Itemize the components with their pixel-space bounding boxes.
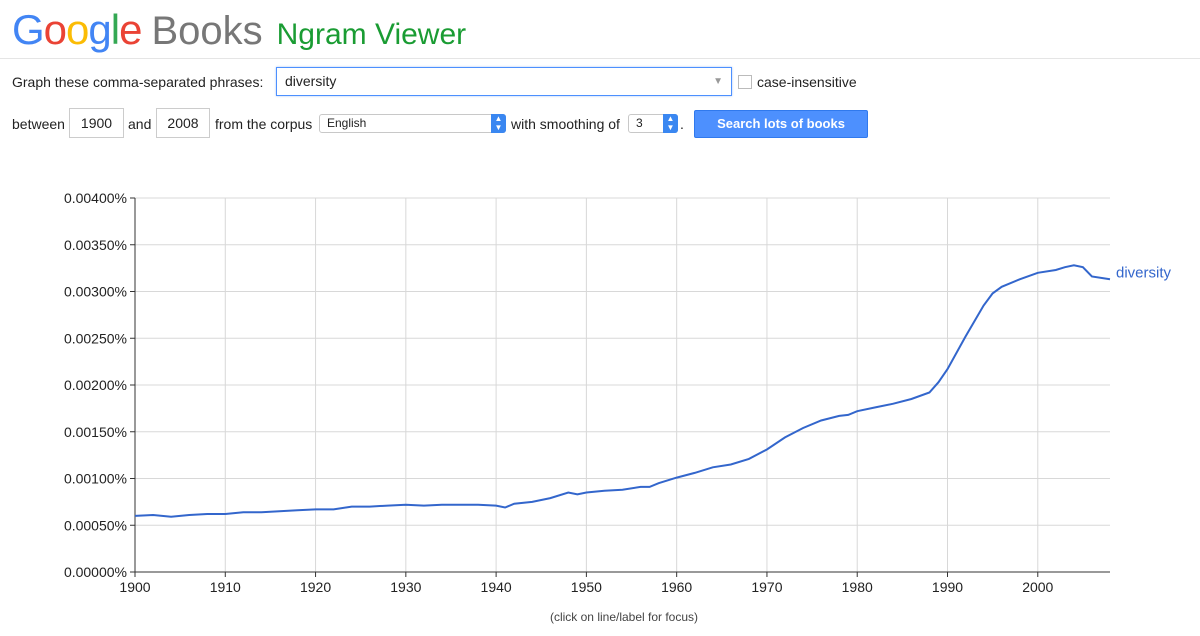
logo-letter: G xyxy=(12,6,45,53)
logo-letter: e xyxy=(119,6,142,53)
x-tick-label: 1940 xyxy=(481,579,512,595)
case-insensitive-checkbox[interactable] xyxy=(738,75,752,89)
corpus-select-value: English xyxy=(327,116,367,130)
y-tick-label: 0.00050% xyxy=(64,517,127,533)
y-axis-ticks: 0.00000% 0.00050% 0.00100% 0.00150% 0.00200%… xyxy=(64,190,135,580)
logo-letter: o xyxy=(66,6,89,53)
chart-series[interactable]: diversity xyxy=(134,264,1172,518)
x-tick-label: 1990 xyxy=(932,579,963,595)
ngram-chart[interactable]: 0.00000% 0.00050% 0.00100% 0.00150% 0.00200%… xyxy=(0,180,1200,610)
x-tick-label: 1970 xyxy=(751,579,782,595)
y-tick-label: 0.00200% xyxy=(64,377,127,393)
corpus-select[interactable]: English ▲ ▼ xyxy=(319,114,506,133)
logo-letter: l xyxy=(110,6,120,53)
year-start-input[interactable]: 1900 xyxy=(69,108,124,138)
year-end-input[interactable]: 2008 xyxy=(156,108,210,138)
period-text: . xyxy=(680,116,684,132)
case-insensitive-label[interactable]: case-insensitive xyxy=(757,74,857,90)
x-tick-label: 1950 xyxy=(571,579,602,595)
y-tick-label: 0.00400% xyxy=(64,190,127,206)
x-tick-label: 1930 xyxy=(390,579,421,595)
y-tick-label: 0.00100% xyxy=(64,471,127,487)
series-label-diversity[interactable]: diversity xyxy=(1116,264,1172,281)
smoothing-select[interactable]: 3 ▲ ▼ xyxy=(628,114,678,133)
smoothing-select-value: 3 xyxy=(636,116,643,130)
y-tick-label: 0.00250% xyxy=(64,330,127,346)
logo-google-wordmark: Google xyxy=(12,6,142,54)
series-line-diversity[interactable] xyxy=(134,264,1111,518)
phrases-input-value: diversity xyxy=(285,73,337,89)
corpus-label: from the corpus xyxy=(215,116,313,132)
smoothing-label: with smoothing of xyxy=(511,116,620,132)
phrases-input[interactable]: diversity ▼ xyxy=(276,67,732,96)
x-tick-label: 1910 xyxy=(210,579,241,595)
phrases-label: Graph these comma-separated phrases: xyxy=(12,74,264,90)
x-tick-label: 1980 xyxy=(842,579,873,595)
header-divider xyxy=(0,58,1200,59)
y-tick-label: 0.00350% xyxy=(64,237,127,253)
x-tick-label: 1960 xyxy=(661,579,692,595)
select-arrows-icon: ▲ ▼ xyxy=(491,114,506,133)
x-tick-label: 1920 xyxy=(300,579,331,595)
x-tick-label: 2000 xyxy=(1022,579,1053,595)
dropdown-arrow-icon[interactable]: ▼ xyxy=(713,76,723,87)
logo-letter: g xyxy=(88,6,111,53)
select-arrows-icon: ▲ ▼ xyxy=(663,114,678,133)
app-title: Ngram Viewer xyxy=(276,18,467,51)
between-label: between xyxy=(12,116,65,132)
y-tick-label: 0.00300% xyxy=(64,284,127,300)
y-tick-label: 0.00150% xyxy=(64,424,127,440)
search-button[interactable]: Search lots of books xyxy=(694,110,868,138)
chart-footnote: (click on line/label for focus) xyxy=(549,610,699,624)
logo-letter: o xyxy=(43,6,67,53)
x-axis-ticks: 1900 1910 1920 1930 1940 1950 1960 1970 1980 1990… xyxy=(119,572,1054,595)
chart-gridlines xyxy=(134,197,1110,573)
x-tick-label: 1900 xyxy=(119,579,150,595)
y-tick-label: 0.00000% xyxy=(64,564,127,580)
google-books-logo[interactable]: Google Books Ngram Viewer xyxy=(12,6,466,56)
and-label: and xyxy=(128,116,152,132)
logo-books-wordmark: Books xyxy=(151,9,263,53)
